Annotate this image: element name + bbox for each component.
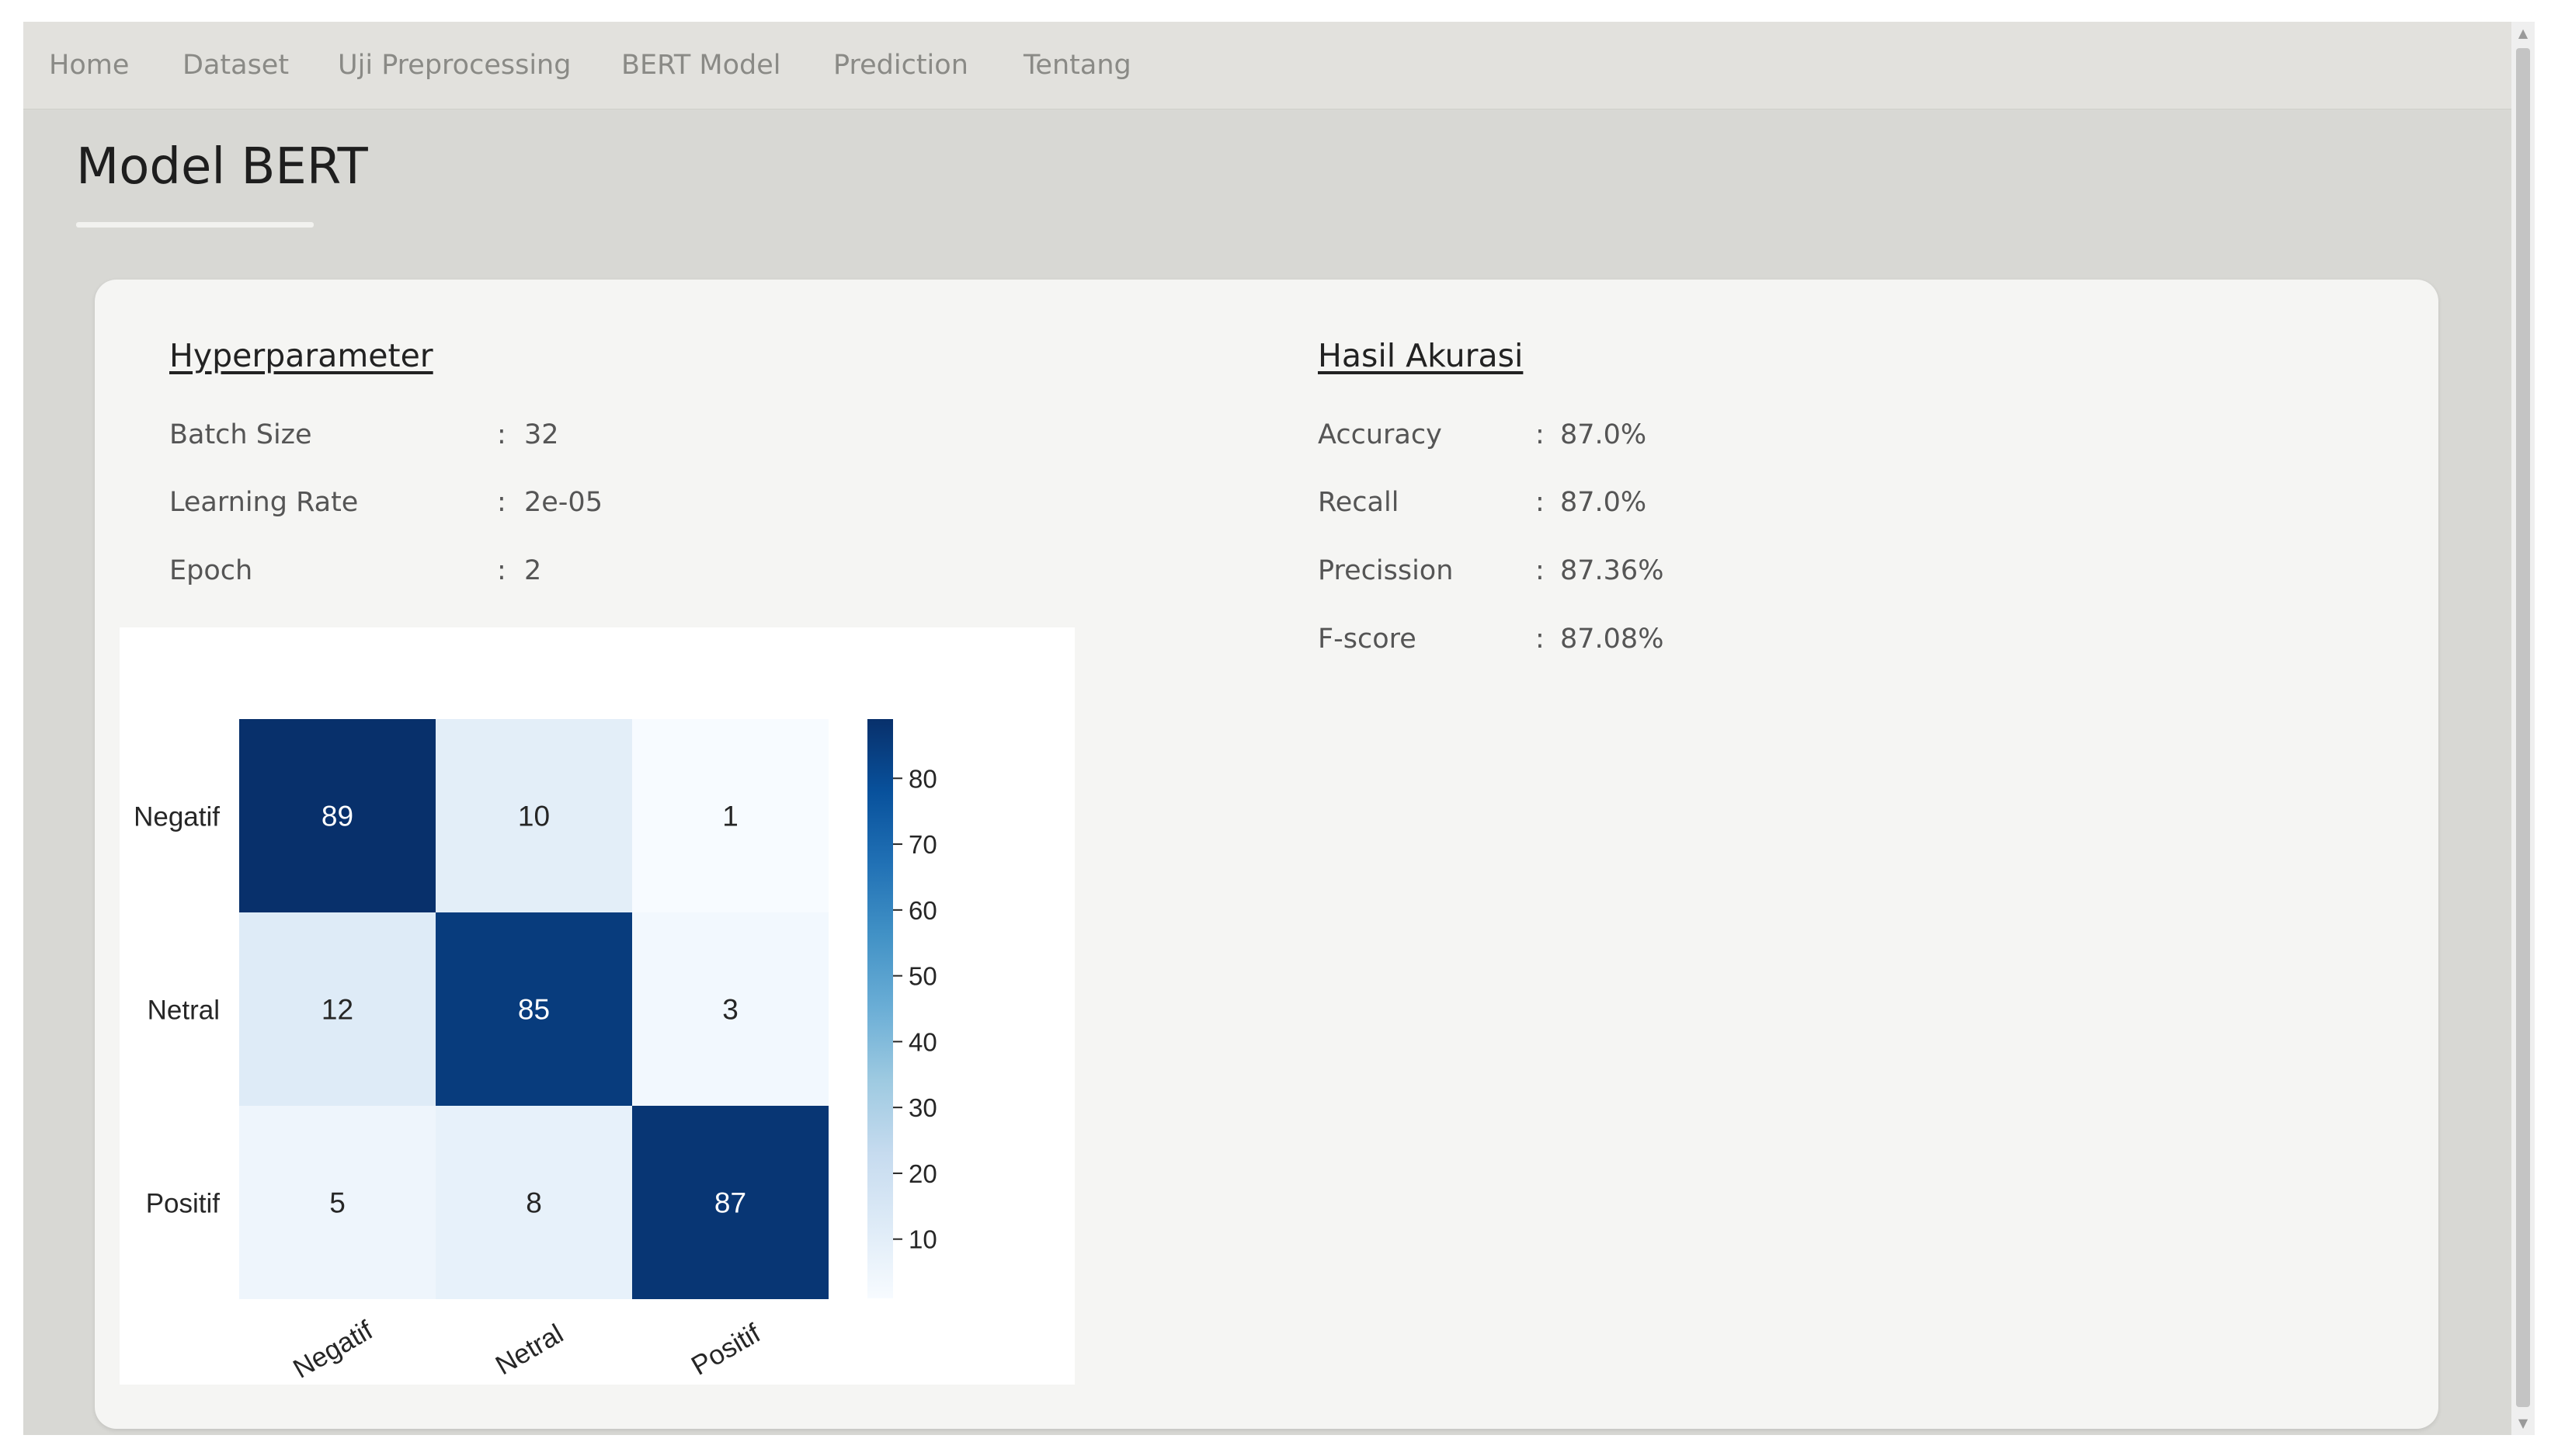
- recall-label: Recall: [1318, 487, 1399, 518]
- cell-value: 3: [722, 994, 739, 1026]
- cell-value: 5: [329, 1187, 346, 1219]
- cell-value: 8: [526, 1187, 542, 1219]
- cell-value: 87: [714, 1187, 746, 1219]
- learning-rate-colon: :: [497, 487, 506, 518]
- heatmap-cell: [239, 1106, 436, 1299]
- colorbar-tick-label: 60: [909, 896, 937, 925]
- batch-size-label: Batch Size: [169, 419, 312, 450]
- accuracy-value: 87.0%: [1560, 419, 1647, 450]
- nav-dataset[interactable]: Dataset: [182, 50, 290, 81]
- page-title: Model BERT: [76, 138, 368, 196]
- precission-colon: :: [1535, 555, 1545, 586]
- column-label: Negatif: [288, 1315, 378, 1384]
- cell-value: 89: [321, 801, 353, 832]
- precission-value: 87.36%: [1560, 555, 1664, 586]
- nav-prediction[interactable]: Prediction: [833, 50, 968, 81]
- recall-value: 87.0%: [1560, 487, 1647, 518]
- f-score-colon: :: [1535, 624, 1545, 655]
- title-underline: [76, 222, 314, 228]
- epoch-label: Epoch: [169, 555, 253, 586]
- cell-value: 1: [722, 801, 739, 832]
- batch-size-colon: :: [497, 419, 506, 450]
- scroll-thumb[interactable]: [2516, 48, 2530, 1407]
- learning-rate-value: 2e-05: [524, 487, 603, 518]
- batch-size-value: 32: [524, 419, 559, 450]
- confusion-matrix-chart: 89 10 1 12 85 3 5 8 87 Negatif Netral Positif Negat…: [134, 719, 937, 1385]
- vertical-scrollbar[interactable]: ▲ ▼: [2511, 22, 2535, 1435]
- row-label: Positif: [146, 1189, 221, 1219]
- nav-uji-preprocessing[interactable]: Uji Preprocessing: [338, 50, 572, 81]
- scroll-down-icon[interactable]: ▼: [2518, 1416, 2528, 1430]
- heatmap-cell: [632, 1106, 829, 1299]
- accuracy-colon: :: [1535, 419, 1545, 450]
- heatmap-cell: [239, 719, 436, 912]
- colorbar: [867, 719, 893, 1298]
- colorbar-tick-label: 20: [909, 1159, 937, 1188]
- accuracy-label: Accuracy: [1318, 419, 1442, 450]
- hyperparameter-title: Hyperparameter: [169, 337, 433, 374]
- navbar: Home Dataset Uji Preprocessing BERT Mode…: [23, 22, 2511, 109]
- colorbar-tick-label: 30: [909, 1093, 937, 1122]
- cell-value: 12: [321, 994, 353, 1026]
- confusion-matrix-panel: 89 10 1 12 85 3 5 8 87 Negatif Netral Positif Negat…: [120, 627, 1075, 1385]
- cell-value: 85: [518, 994, 550, 1026]
- column-label: Netral: [491, 1319, 568, 1381]
- column-label: Positif: [686, 1318, 766, 1381]
- colorbar-tick-label: 40: [909, 1027, 937, 1056]
- f-score-label: F-score: [1318, 624, 1416, 655]
- colorbar-tick-label: 70: [909, 830, 937, 859]
- recall-colon: :: [1535, 487, 1545, 518]
- heatmap-cell: [436, 719, 632, 912]
- heatmap-cell: [632, 719, 829, 912]
- row-label: Negatif: [134, 802, 220, 832]
- cell-value: 10: [518, 801, 550, 832]
- epoch-colon: :: [497, 555, 506, 586]
- colorbar-tick-label: 10: [909, 1225, 937, 1254]
- nav-bert-model[interactable]: BERT Model: [621, 50, 781, 81]
- heatmap-cell: [632, 912, 829, 1106]
- scroll-up-icon[interactable]: ▲: [2518, 26, 2528, 40]
- nav-tentang[interactable]: Tentang: [1024, 50, 1131, 81]
- learning-rate-label: Learning Rate: [169, 487, 359, 518]
- nav-home[interactable]: Home: [49, 50, 130, 81]
- epoch-value: 2: [524, 555, 542, 586]
- row-label: Netral: [148, 996, 220, 1026]
- colorbar-tick-label: 50: [909, 962, 937, 991]
- precission-label: Precission: [1318, 555, 1454, 586]
- f-score-value: 87.08%: [1560, 624, 1664, 655]
- heatmap-cell: [239, 912, 436, 1106]
- heatmap-cell: [436, 912, 632, 1106]
- hasil-akurasi-title: Hasil Akurasi: [1318, 337, 1524, 374]
- colorbar-tick-label: 80: [909, 764, 937, 793]
- heatmap-cell: [436, 1106, 632, 1299]
